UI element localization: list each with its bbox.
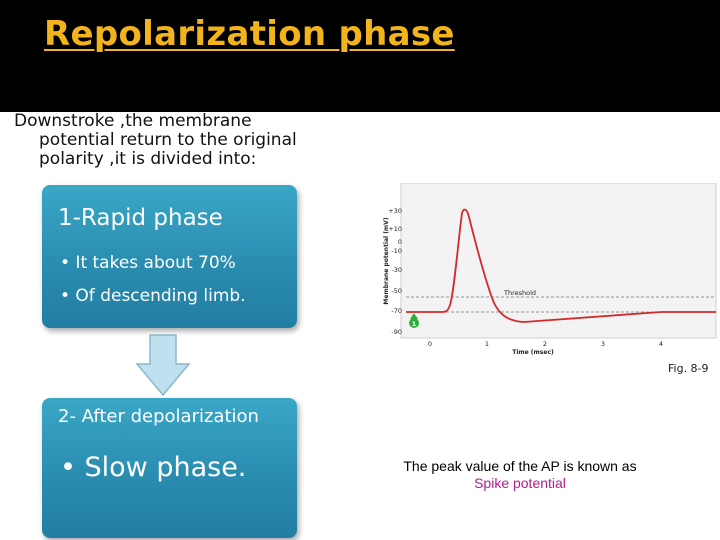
x-tick-label: 3 xyxy=(601,340,605,348)
rapid-phase-bullet-2: • Of descending limb. xyxy=(60,286,246,306)
slow-phase-bullet: • Slow phase. xyxy=(60,452,247,483)
title-bar: Repolarization phase xyxy=(0,0,720,112)
intro-line-3: polarity ,it is divided into: xyxy=(39,149,257,169)
down-arrow-icon xyxy=(136,334,190,396)
y-tick-label: -10 xyxy=(391,247,402,255)
after-depolarization-heading: 2- After depolarization xyxy=(58,406,259,427)
x-tick-label: 2 xyxy=(543,340,547,348)
y-axis-label: Membrane potential (mV) xyxy=(383,217,390,304)
spike-potential-text: Spike potential xyxy=(474,475,566,491)
stimulus-arrow-icon xyxy=(410,313,418,319)
intro-text: Downstroke ,the membrane potential retur… xyxy=(14,112,344,169)
figure-label: Fig. 8-9 xyxy=(668,362,709,375)
rapid-phase-heading: 1-Rapid phase xyxy=(58,205,223,231)
action-potential-graph: Membrane potential (mV) +30 +10 0 -10 -3… xyxy=(376,183,718,358)
plot-area xyxy=(400,183,717,339)
slide-title: Repolarization phase xyxy=(44,14,455,54)
caption: The peak value of the AP is known as Spi… xyxy=(345,458,695,492)
y-tick-label: +10 xyxy=(388,225,402,233)
marker-badge xyxy=(409,318,419,328)
intro-line-1: Downstroke ,the membrane xyxy=(14,111,252,131)
y-tick-label: -50 xyxy=(391,287,402,295)
threshold-label: Threshold xyxy=(503,289,536,297)
rapid-phase-bullet-1: • It takes about 70% xyxy=(60,253,236,273)
marker-label: 1 xyxy=(412,320,417,328)
x-tick-label: 4 xyxy=(659,340,663,348)
rapid-phase-box: 1-Rapid phase • It takes about 70% • Of … xyxy=(42,185,297,328)
after-depolarization-box: 2- After depolarization • Slow phase. xyxy=(42,398,297,538)
y-tick-label: -70 xyxy=(391,307,402,315)
caption-line-1: The peak value of the AP is known as xyxy=(403,458,637,474)
intro-line-2: potential return to the original xyxy=(39,130,297,150)
y-tick-label: 0 xyxy=(398,238,402,246)
y-tick-label: -30 xyxy=(391,266,402,274)
x-tick-label: 1 xyxy=(485,340,489,348)
x-tick-label: 0 xyxy=(428,340,432,348)
x-axis-label: Time (msec) xyxy=(512,349,554,356)
y-tick-label: -90 xyxy=(391,328,402,336)
y-tick-label: +30 xyxy=(388,207,402,215)
action-potential-trace xyxy=(406,208,716,323)
